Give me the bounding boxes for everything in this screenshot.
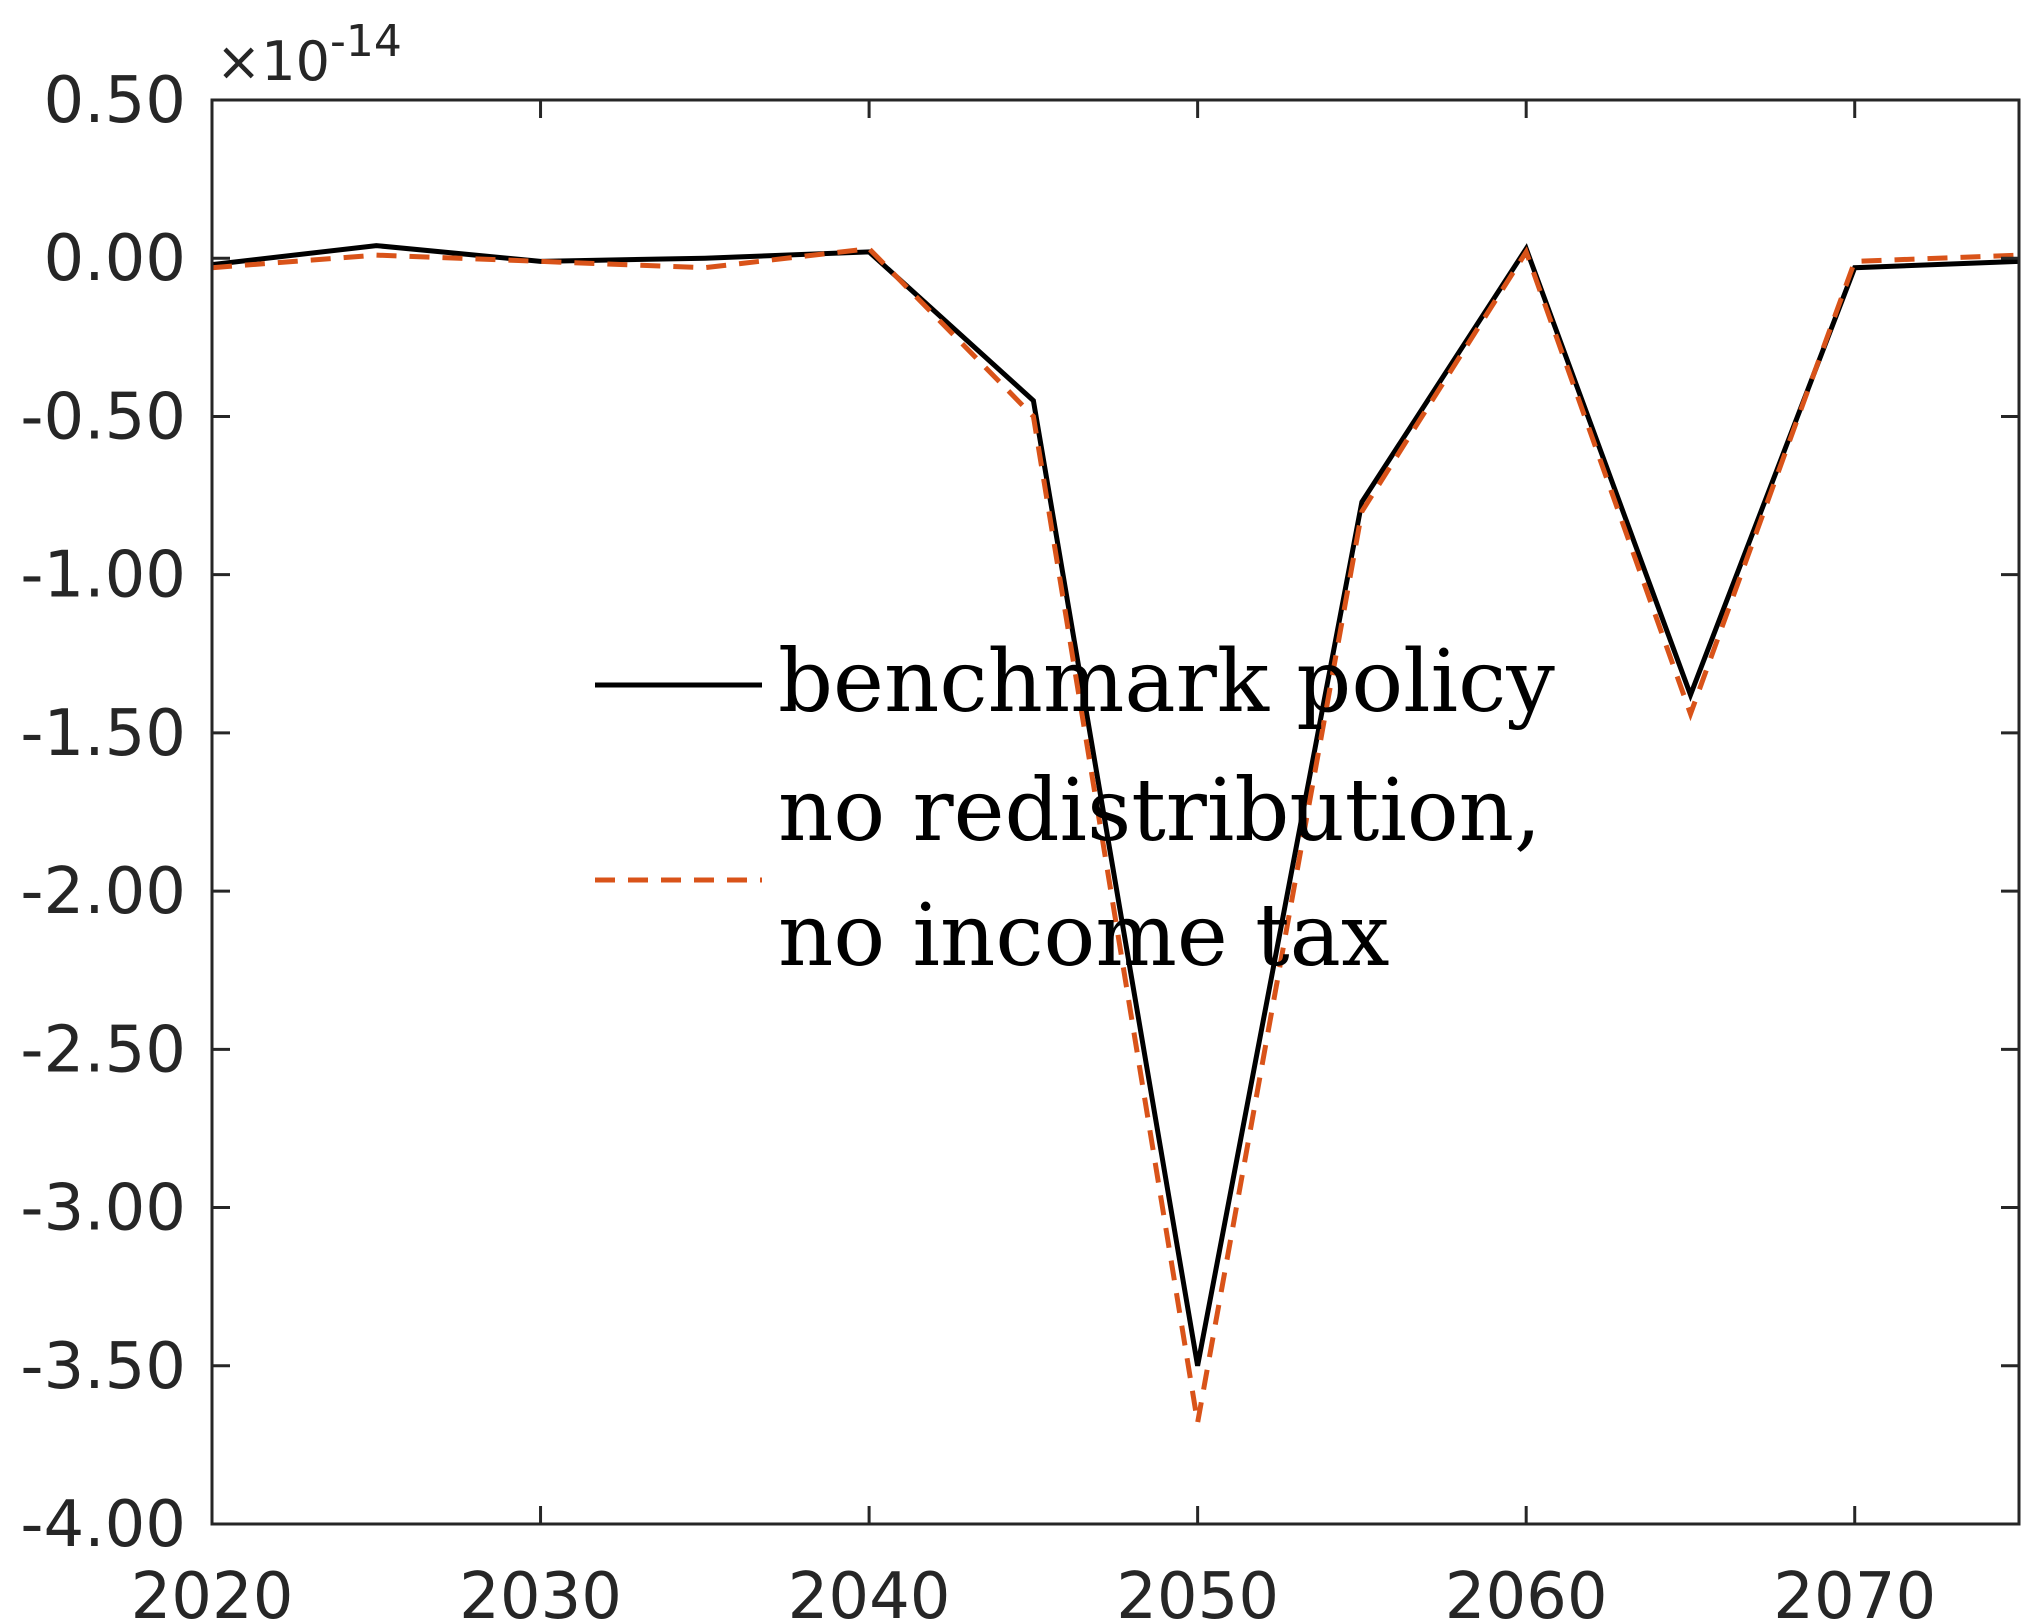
y-tick-label: -3.00 xyxy=(20,1172,186,1246)
series-line-no-redistribution xyxy=(211,246,2020,1424)
ticks-layer xyxy=(210,98,2019,1526)
y-tick-label: -0.50 xyxy=(20,380,186,454)
series-layer xyxy=(211,243,2020,1424)
y-tick-label: -2.50 xyxy=(20,1013,186,1087)
plot-area xyxy=(212,100,2019,1524)
y-tick-label: 0.00 xyxy=(44,222,187,296)
exponent-label: ×10-14 xyxy=(216,16,402,93)
y-tick-label: -4.00 xyxy=(20,1488,186,1562)
y-tick-label: -1.00 xyxy=(20,539,186,613)
y-tick-label: -2.00 xyxy=(20,855,186,929)
x-tick-label: 2040 xyxy=(788,1560,951,1622)
y-tick-label: 0.50 xyxy=(44,64,187,138)
x-tick-label: 2020 xyxy=(131,1560,294,1622)
x-tick-label: 2030 xyxy=(459,1560,622,1622)
legend-label-no-redistribution-line2: no income tax xyxy=(778,886,1389,986)
exponent-base: ×10 xyxy=(216,30,330,93)
legend-label-benchmark: benchmark policy xyxy=(778,632,1555,732)
x-tick-label: 2050 xyxy=(1116,1560,1279,1622)
axes-box xyxy=(210,98,2021,1526)
x-tick-label: 2060 xyxy=(1445,1560,1608,1622)
legend-label-no-redistribution-line1: no redistribution, xyxy=(778,761,1541,861)
y-tick-labels: 0.50 0.00 -0.50 -1.00 -1.50 -2.00 -2.50 -3.00 -3… xyxy=(20,64,186,1562)
exponent-power: -14 xyxy=(330,16,402,67)
x-tick-labels: 2020 2030 2040 2050 2060 2070 xyxy=(131,1560,1937,1622)
y-tick-label: -3.50 xyxy=(20,1330,186,1404)
y-tick-label: -1.50 xyxy=(20,697,186,771)
legend: benchmark policy no redistribution, no i… xyxy=(595,632,1555,986)
x-tick-label: 2070 xyxy=(1773,1560,1936,1622)
